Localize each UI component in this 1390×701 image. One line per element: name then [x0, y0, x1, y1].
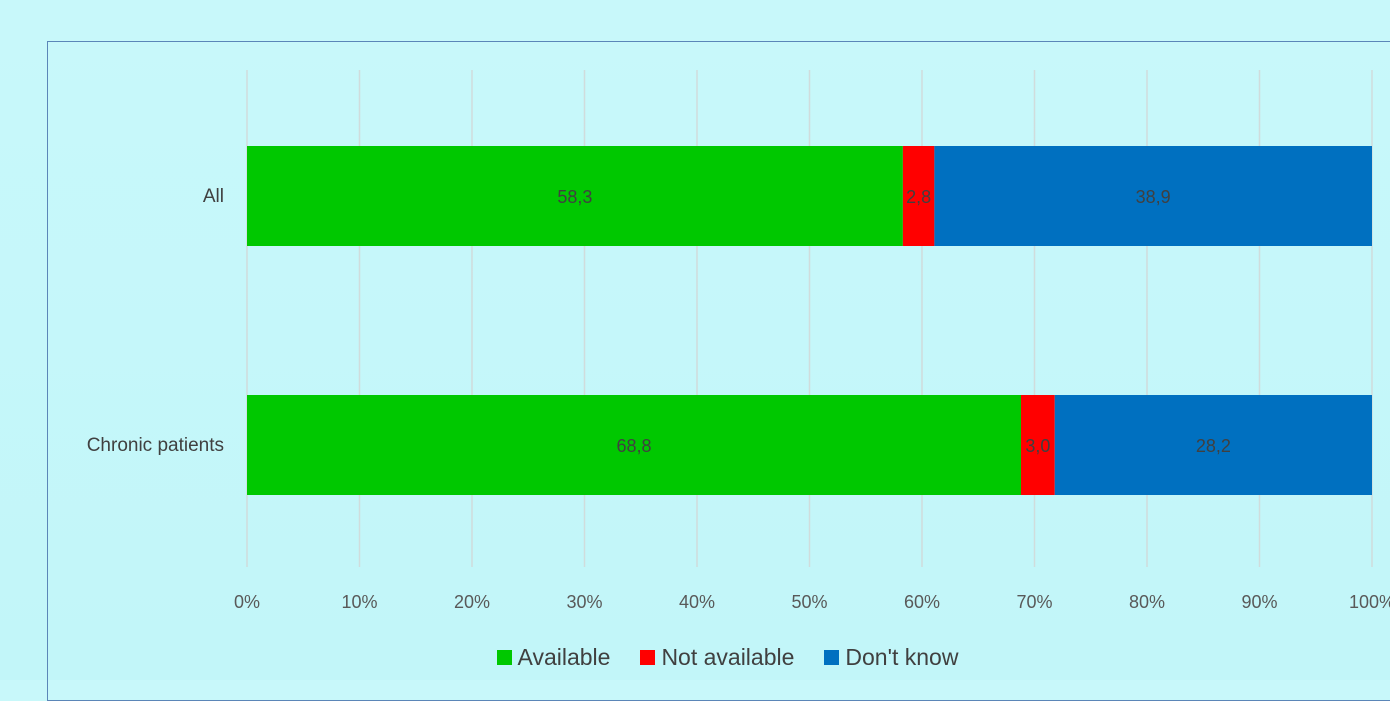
- legend-item: Available: [496, 643, 611, 671]
- x-tick-label: 70%: [1016, 592, 1052, 612]
- data-labels: 58,3 2,8 38,9 68,8 3,0 28,2: [557, 187, 1230, 456]
- bars: [247, 146, 1372, 495]
- x-tick-label: 60%: [904, 592, 940, 612]
- x-tick-label: 50%: [791, 592, 827, 612]
- data-label: 2,8: [906, 187, 931, 207]
- data-label: 28,2: [1196, 436, 1231, 456]
- data-label: 38,9: [1136, 187, 1171, 207]
- legend-label: Available: [517, 643, 611, 670]
- legend-label: Don't know: [845, 643, 959, 670]
- x-tick-label: 90%: [1241, 592, 1277, 612]
- legend-swatch: [640, 649, 656, 665]
- bar-segment: [1021, 395, 1055, 495]
- data-label: 68,8: [616, 436, 651, 456]
- bar-segment: [902, 146, 935, 246]
- legend: Available Not available Don't know: [0, 643, 1390, 671]
- bar-segment: [934, 146, 1372, 246]
- x-tick-label: 30%: [566, 592, 602, 612]
- legend-item: Don't know: [824, 644, 958, 671]
- legend-swatch: [824, 649, 840, 665]
- legend-swatch: [496, 649, 512, 665]
- category-label: Chronic patients: [87, 435, 224, 456]
- x-tick-label: 100%: [1349, 592, 1390, 612]
- x-tick-label: 80%: [1129, 592, 1165, 612]
- stacked-bar-chart: 58,3 2,8 38,9 68,8 3,0 28,2 All Chronic patien…: [87, 70, 1390, 612]
- legend-item: Not available: [640, 644, 794, 671]
- x-tick-labels: 0% 10% 20% 30% 40% 50% 60% 70% 80% 90% 100%: [234, 592, 1390, 612]
- x-tick-label: 10%: [341, 592, 377, 612]
- legend-label: Not available: [661, 643, 795, 670]
- bar-segment: [247, 146, 903, 246]
- x-tick-label: 40%: [679, 592, 715, 612]
- x-tick-label: 20%: [454, 592, 490, 612]
- data-label: 3,0: [1025, 436, 1050, 456]
- data-label: 58,3: [557, 187, 592, 207]
- bar-segment: [1054, 395, 1372, 495]
- category-labels: All Chronic patients: [87, 186, 224, 456]
- category-label: All: [203, 186, 224, 207]
- bar-segment: [247, 395, 1021, 495]
- x-tick-label: 0%: [234, 592, 260, 612]
